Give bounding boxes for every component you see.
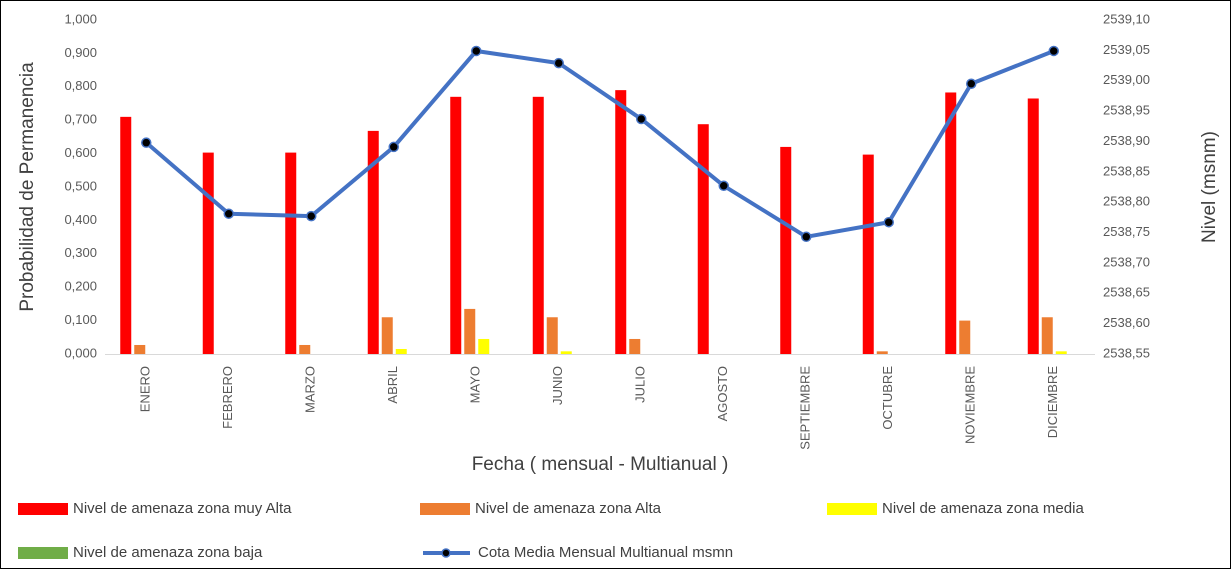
y2-tick-label: 2538,75 — [1103, 224, 1150, 239]
x-tick-label: ABRIL — [385, 366, 400, 404]
y2-tick-label: 2538,60 — [1103, 315, 1150, 330]
y-axis-title: Probabilidad de Permanencia — [17, 62, 38, 312]
y-tick-label: 0,900 — [64, 45, 97, 60]
x-tick-label: NOVIEMBRE — [963, 366, 978, 444]
marker — [883, 216, 894, 228]
y-tick-label: 0,400 — [64, 212, 97, 227]
x-tick-label: FEBRERO — [220, 366, 235, 429]
y-tick-label: 0,000 — [64, 345, 97, 360]
legend-swatch — [827, 503, 877, 515]
legend-label: Nivel de amenaza zona baja — [73, 544, 263, 561]
legend-swatch — [18, 503, 68, 515]
y-tick-label: 0,300 — [64, 245, 97, 260]
bar — [876, 351, 888, 354]
x-tick-label: JULIO — [633, 366, 648, 403]
bar — [560, 351, 572, 354]
bar — [862, 154, 874, 354]
legend-label: Cota Media Mensual Multianual msmn — [478, 544, 733, 561]
x-tick-label: MARZO — [303, 366, 318, 413]
y2-tick-label: 2539,05 — [1103, 42, 1150, 57]
y2-tick-label: 2539,10 — [1103, 11, 1150, 26]
bar — [629, 338, 641, 354]
line — [144, 48, 1055, 239]
bar — [450, 96, 462, 354]
y-tick-label: 0,600 — [64, 145, 97, 160]
marker — [471, 45, 482, 57]
legend-swatch — [441, 548, 451, 558]
legend-label: Nivel de amenaza zona muy Alta — [73, 500, 292, 517]
bar — [1027, 98, 1039, 355]
x-axis-title: Fecha ( mensual - Multianual ) — [472, 454, 729, 475]
bar — [1041, 317, 1053, 354]
y-tick-label: 0,500 — [64, 178, 97, 193]
y2-axis-title: Nivel (msnm) — [1199, 131, 1220, 243]
x-tick-label: DICIEMBRE — [1045, 366, 1060, 439]
bar — [697, 124, 709, 354]
y2-tick-label: 2539,00 — [1103, 72, 1150, 87]
bar — [395, 348, 407, 354]
marker — [388, 141, 399, 153]
x-tick-label: ENERO — [138, 366, 153, 412]
y-tick-label: 1,000 — [64, 11, 97, 26]
bar — [546, 317, 558, 354]
y2-tick-label: 2538,65 — [1103, 285, 1150, 300]
bar — [285, 152, 297, 354]
legend-label: Nivel de amenaza zona media — [882, 500, 1084, 517]
legend-label: Nivel de amenaza zona Alta — [475, 500, 662, 517]
bar — [615, 90, 627, 354]
bar — [959, 320, 971, 354]
marker — [553, 57, 564, 69]
marker — [306, 210, 317, 222]
bar — [367, 130, 379, 354]
y-tick-label: 0,800 — [64, 78, 97, 93]
bar — [478, 338, 490, 354]
bar — [381, 317, 393, 354]
bar — [464, 308, 476, 354]
x-tick-label: AGOSTO — [715, 366, 730, 421]
marker — [1048, 45, 1059, 57]
bar — [120, 116, 132, 354]
y2-tick-label: 2538,85 — [1103, 163, 1150, 178]
y2-tick-label: 2538,95 — [1103, 103, 1150, 118]
y-tick-label: 0,700 — [64, 112, 97, 127]
y-tick-label: 0,200 — [64, 279, 97, 294]
y2-tick-label: 2538,90 — [1103, 133, 1150, 148]
x-tick-label: SEPTIEMBRE — [798, 366, 813, 450]
marker — [718, 180, 729, 192]
y2-tick-label: 2538,80 — [1103, 194, 1150, 209]
x-tick-label: JUNIO — [550, 366, 565, 405]
legend-swatch — [18, 547, 68, 559]
y-tick-label: 0,100 — [64, 312, 97, 327]
bar — [299, 344, 311, 354]
x-tick-label: MAYO — [468, 366, 483, 403]
x-tick-label: OCTUBRE — [880, 366, 895, 430]
bar — [780, 146, 792, 354]
y2-tick-label: 2538,55 — [1103, 345, 1150, 360]
bar — [202, 152, 214, 354]
marker — [966, 78, 977, 90]
marker — [223, 208, 234, 219]
marker — [141, 137, 152, 148]
bar — [134, 344, 146, 354]
bar — [532, 96, 544, 354]
legend-swatch — [420, 503, 470, 515]
marker — [801, 231, 812, 243]
bar — [1055, 351, 1067, 354]
marker — [636, 113, 647, 125]
y2-tick-label: 2538,70 — [1103, 254, 1150, 269]
bar — [945, 92, 957, 354]
